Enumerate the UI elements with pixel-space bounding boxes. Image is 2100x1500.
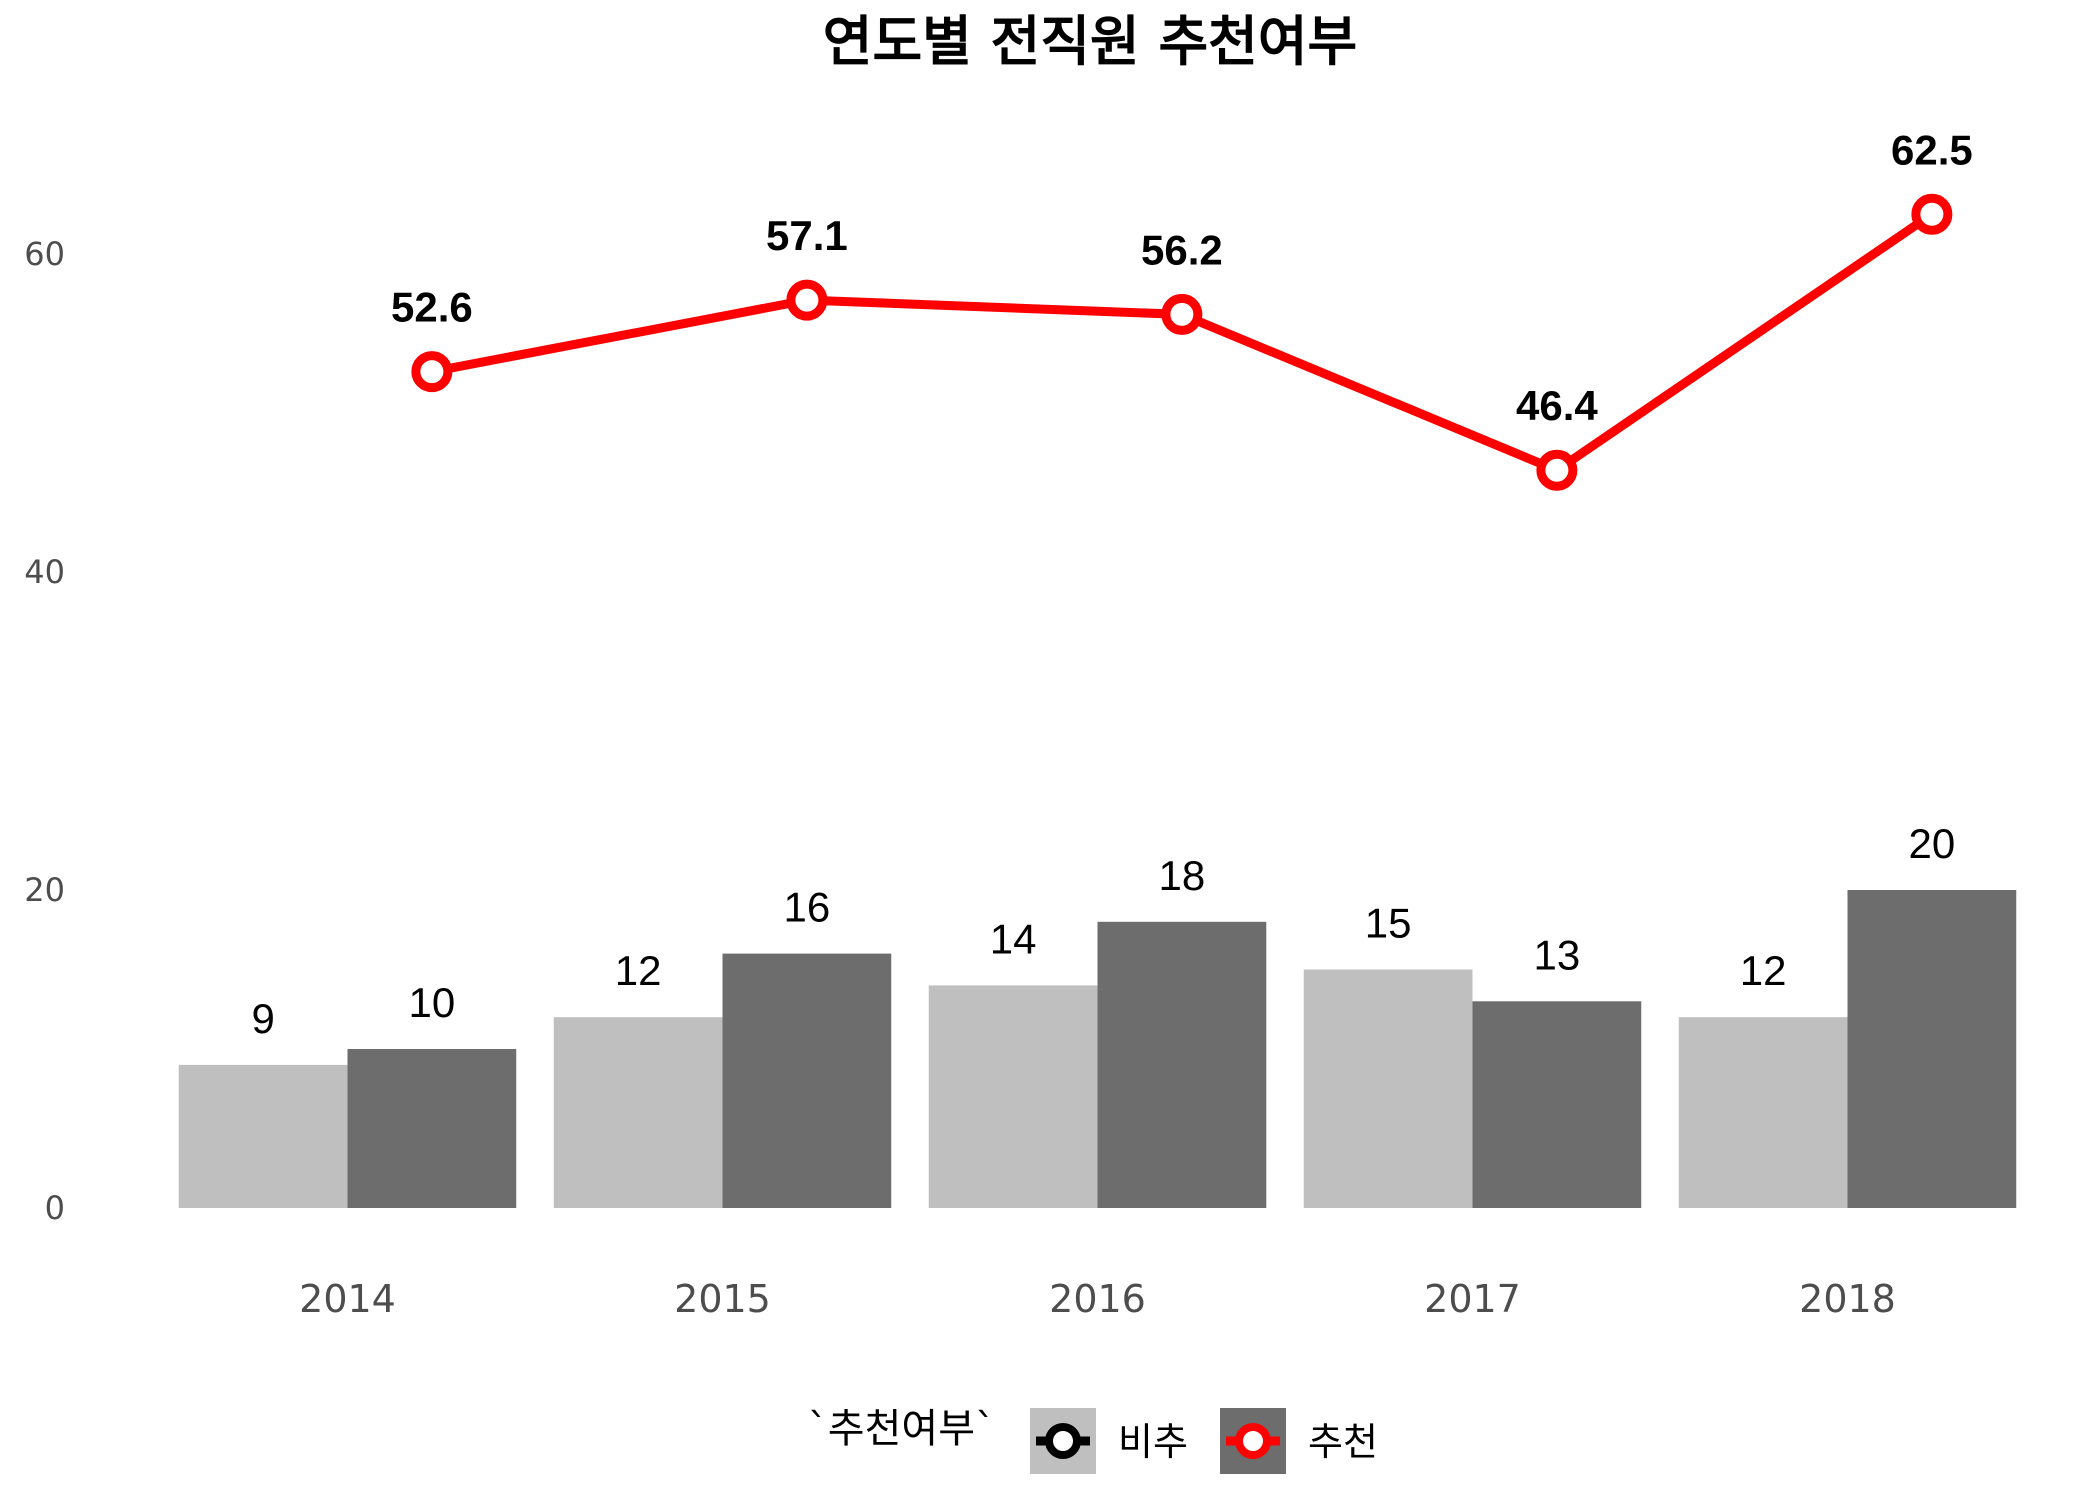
y-tick-label: 20: [24, 871, 65, 909]
y-tick-label: 40: [24, 553, 65, 591]
line-point: [786, 279, 828, 321]
bar-value-label: 20: [1909, 820, 1956, 867]
line-point: [1161, 293, 1203, 335]
bar-value-label: 14: [990, 915, 1037, 962]
legend-title: `추천여부`: [808, 1406, 995, 1452]
bar: [928, 985, 1098, 1208]
chart-title: 연도별 전직원 추천여부: [823, 10, 1357, 73]
bar: [1847, 890, 2017, 1208]
x-tick-label: 2018: [1799, 1277, 1896, 1321]
line-value-label: 57.1: [766, 212, 848, 259]
x-tick-label: 2014: [299, 1277, 396, 1321]
line-value-label: 62.5: [1891, 126, 1973, 173]
bar: [347, 1049, 517, 1208]
bar-labels: 9 12 14 15 12 10 16 18 13 20: [251, 820, 1955, 1042]
y-axis: 0 20 40 60: [24, 235, 65, 1227]
bar: [1303, 969, 1473, 1208]
bar-value-label: 12: [1740, 947, 1787, 994]
bar: [1678, 1017, 1848, 1208]
line-point: [1911, 193, 1953, 235]
x-tick-label: 2015: [674, 1277, 771, 1321]
bar: [553, 1017, 723, 1208]
bar-value-label: 12: [615, 947, 662, 994]
bar-value-label: 16: [784, 884, 831, 931]
legend-label: 추천: [1308, 1420, 1378, 1464]
legend-marker: [1235, 1423, 1271, 1459]
bar-value-label: 15: [1365, 900, 1412, 947]
x-tick-label: 2016: [1049, 1277, 1146, 1321]
y-tick-label: 0: [45, 1189, 65, 1227]
bar: [178, 1064, 348, 1208]
bar-value-label: 18: [1159, 852, 1206, 899]
legend-label: 비추: [1118, 1420, 1188, 1464]
x-tick-label: 2017: [1424, 1277, 1521, 1321]
line-series: 52.6 57.1 56.2 46.4 62.5: [391, 126, 1973, 491]
bar: [1097, 921, 1267, 1208]
y-tick-label: 60: [24, 235, 65, 273]
line-value-label: 56.2: [1141, 226, 1223, 273]
line-point: [411, 351, 453, 393]
bar: [1472, 1001, 1642, 1208]
bar-value-label: 10: [409, 979, 456, 1026]
line-point: [1536, 449, 1578, 491]
bar-value-label: 13: [1534, 931, 1581, 978]
bars: [178, 890, 2017, 1208]
bar: [722, 953, 892, 1208]
line-value-label: 52.6: [391, 284, 473, 331]
legend-marker: [1045, 1423, 1081, 1459]
bar-value-label: 9: [251, 995, 274, 1042]
line-value-label: 46.4: [1516, 382, 1598, 429]
x-axis: 2014 2015 2016 2017 2018: [299, 1277, 1896, 1321]
legend: `추천여부` 비추 추천: [808, 1406, 1378, 1474]
